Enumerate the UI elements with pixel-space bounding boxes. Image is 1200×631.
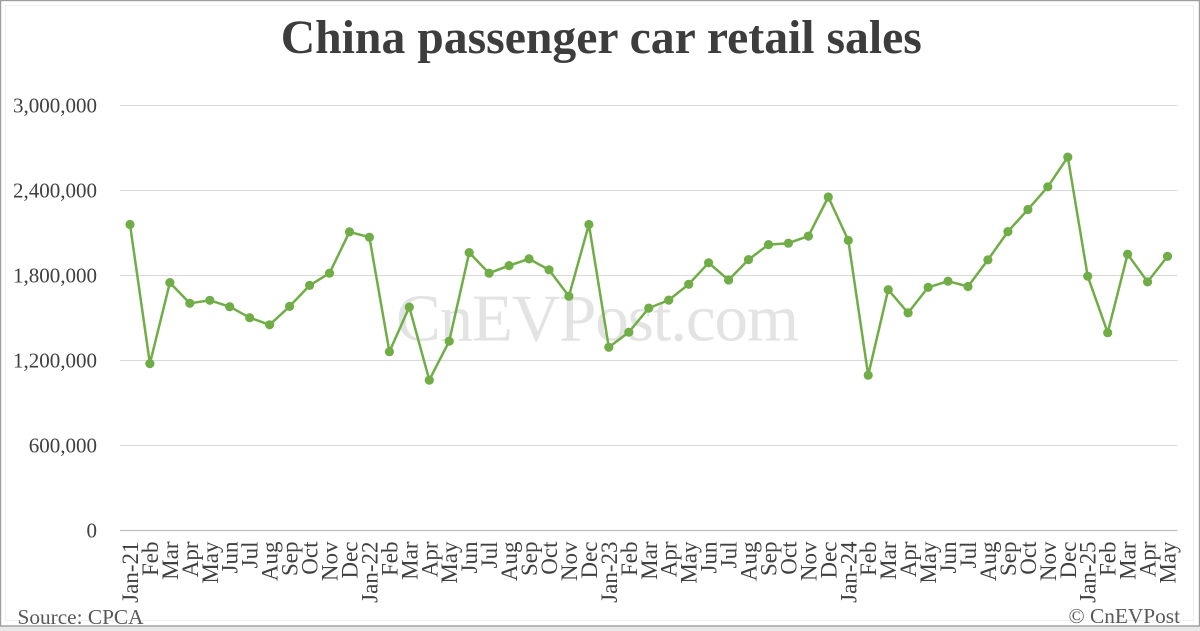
svg-text:3,000,000: 3,000,000 bbox=[13, 94, 97, 118]
svg-text:1,800,000: 1,800,000 bbox=[13, 264, 97, 288]
svg-text:Apr: Apr bbox=[657, 541, 682, 577]
svg-text:1,200,000: 1,200,000 bbox=[13, 349, 97, 373]
svg-text:0: 0 bbox=[87, 519, 98, 543]
svg-text:Apr: Apr bbox=[178, 541, 203, 577]
svg-text:Aug: Aug bbox=[258, 541, 283, 581]
svg-text:Sep: Sep bbox=[996, 542, 1021, 577]
svg-text:Apr: Apr bbox=[1136, 541, 1161, 577]
svg-text:Jul: Jul bbox=[717, 542, 742, 569]
svg-text:May: May bbox=[1156, 541, 1181, 584]
svg-text:May: May bbox=[677, 541, 702, 584]
svg-text:May: May bbox=[437, 541, 462, 584]
svg-text:May: May bbox=[916, 541, 941, 584]
svg-text:Feb: Feb bbox=[856, 542, 881, 577]
svg-text:Jan-24: Jan-24 bbox=[836, 541, 861, 603]
svg-text:Aug: Aug bbox=[976, 541, 1001, 581]
svg-text:Jan-22: Jan-22 bbox=[357, 542, 382, 603]
svg-text:Mar: Mar bbox=[158, 541, 183, 580]
svg-text:Dec: Dec bbox=[577, 542, 602, 579]
svg-text:Aug: Aug bbox=[737, 541, 762, 581]
svg-text:Source: CPCA: Source: CPCA bbox=[18, 605, 145, 629]
svg-text:Sep: Sep bbox=[278, 542, 303, 577]
svg-text:Dec: Dec bbox=[1056, 542, 1081, 579]
svg-text:Mar: Mar bbox=[397, 541, 422, 580]
svg-text:Feb: Feb bbox=[138, 542, 163, 577]
svg-text:2,400,000: 2,400,000 bbox=[13, 179, 97, 203]
svg-text:May: May bbox=[198, 541, 223, 584]
svg-text:Dec: Dec bbox=[338, 542, 363, 579]
svg-text:Jul: Jul bbox=[238, 542, 263, 569]
svg-text:Mar: Mar bbox=[876, 541, 901, 580]
svg-text:Nov: Nov bbox=[557, 541, 582, 581]
svg-text:Feb: Feb bbox=[617, 542, 642, 577]
svg-text:Oct: Oct bbox=[1016, 541, 1041, 575]
svg-text:Nov: Nov bbox=[318, 541, 343, 581]
svg-text:Jan-25: Jan-25 bbox=[1076, 542, 1101, 603]
svg-text:Jan-21: Jan-21 bbox=[118, 542, 143, 603]
svg-text:Jun: Jun bbox=[218, 541, 243, 573]
svg-text:Jul: Jul bbox=[477, 542, 502, 569]
svg-text:Mar: Mar bbox=[637, 541, 662, 580]
svg-text:Jul: Jul bbox=[956, 542, 981, 569]
svg-text:Dec: Dec bbox=[816, 542, 841, 579]
svg-text:China passenger car retail sal: China passenger car retail sales bbox=[281, 11, 922, 64]
svg-text:Oct: Oct bbox=[776, 541, 801, 575]
svg-text:Sep: Sep bbox=[517, 542, 542, 577]
svg-text:Sep: Sep bbox=[757, 542, 782, 577]
svg-text:Nov: Nov bbox=[1036, 541, 1061, 581]
svg-text:Jun: Jun bbox=[457, 541, 482, 573]
svg-text:600,000: 600,000 bbox=[29, 434, 97, 458]
svg-text:Jun: Jun bbox=[697, 541, 722, 573]
svg-text:Feb: Feb bbox=[1096, 542, 1121, 577]
svg-text:Apr: Apr bbox=[417, 541, 442, 577]
svg-text:Oct: Oct bbox=[537, 541, 562, 575]
svg-text:Mar: Mar bbox=[1116, 541, 1141, 580]
svg-text:Jun: Jun bbox=[936, 541, 961, 573]
svg-text:CnEVPost.com: CnEVPost.com bbox=[396, 282, 799, 356]
svg-text:Nov: Nov bbox=[796, 541, 821, 581]
svg-text:Apr: Apr bbox=[896, 541, 921, 577]
svg-text:Feb: Feb bbox=[377, 542, 402, 577]
svg-text:Oct: Oct bbox=[298, 541, 323, 575]
svg-text:Aug: Aug bbox=[497, 541, 522, 581]
svg-text:Jan-23: Jan-23 bbox=[597, 542, 622, 603]
svg-text:© CnEVPost: © CnEVPost bbox=[1069, 604, 1181, 628]
